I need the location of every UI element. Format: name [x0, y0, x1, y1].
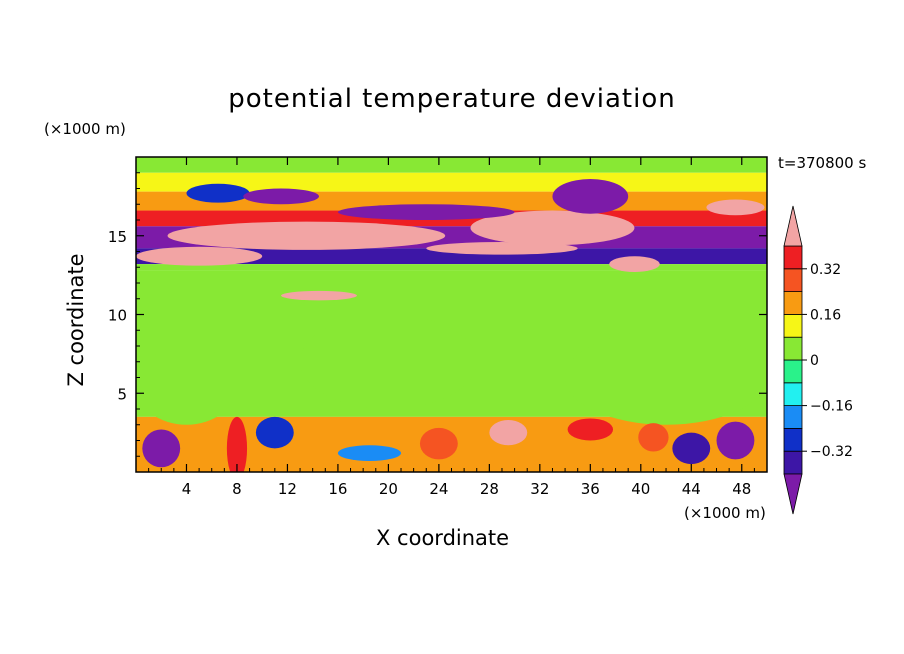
colorbar-extend-min — [783, 473, 803, 515]
band-0 — [136, 157, 767, 173]
colorbar-box — [783, 336, 803, 361]
colorbar-box — [783, 313, 803, 338]
contour-feature-6 — [281, 290, 357, 301]
contour-feature-4 — [426, 242, 578, 255]
contour-feature-13 — [136, 346, 237, 425]
colorbar-box — [783, 268, 803, 292]
contour-feature-10 — [337, 204, 515, 220]
y-axis: 5 10 15 — [108, 172, 767, 457]
contour-feature-2 — [470, 210, 635, 246]
colorbar-label: 0 — [810, 353, 819, 369]
colorbar-box — [783, 291, 803, 315]
x-tick-label: 12 — [278, 480, 297, 498]
contour-feature-21 — [716, 421, 755, 460]
y-tick-label: 15 — [108, 228, 127, 246]
contour-feature-17 — [337, 445, 402, 461]
contour-feature-15 — [142, 429, 181, 468]
colorbar-box — [783, 359, 803, 384]
x-axis-label: X coordinate — [376, 526, 510, 550]
contour-field — [136, 157, 767, 472]
contour-feature-18 — [489, 420, 528, 446]
x-tick-label: 40 — [631, 480, 650, 498]
x-tick-label: 32 — [530, 480, 549, 498]
x-tick-label: 8 — [232, 480, 242, 498]
colorbar-box — [783, 405, 803, 429]
contour-feature-1 — [136, 246, 263, 266]
x-tick-label: 28 — [480, 480, 499, 498]
x-tick-label: 20 — [379, 480, 398, 498]
colorbar-label: −0.16 — [810, 399, 853, 415]
colorbar-extend-max — [783, 205, 803, 247]
contour-feature-9 — [552, 179, 629, 214]
band-6 — [136, 264, 767, 271]
x-tick-label: 16 — [328, 480, 347, 498]
x-unit-label: (×1000 m) — [684, 504, 766, 522]
colorbar-box — [783, 450, 803, 475]
contour-feature-3 — [706, 199, 765, 216]
y-tick-label: 10 — [108, 307, 127, 325]
band-5 — [136, 248, 767, 265]
x-tick-label: 48 — [732, 480, 751, 498]
colorbar-label: 0.16 — [810, 307, 841, 323]
contour-feature-14 — [226, 416, 248, 472]
x-tick-label: 4 — [182, 480, 192, 498]
x-tick-label: 44 — [682, 480, 701, 498]
time-label: t=370800 s — [778, 154, 867, 172]
contour-feature-11 — [300, 314, 477, 409]
contour-feature-23 — [638, 423, 669, 452]
colorbar-box — [783, 382, 803, 406]
contour-feature-20 — [672, 432, 711, 465]
contour-feature-22 — [419, 427, 458, 460]
y-unit-label: (×1000 m) — [44, 120, 126, 138]
y-tick-label: 5 — [117, 385, 127, 403]
x-tick-label: 36 — [581, 480, 600, 498]
contour-feature-19 — [567, 418, 614, 441]
contour-feature-0 — [167, 221, 446, 250]
colorbar: 0.32 0.16 0 −0.16 −0.32 — [783, 205, 853, 515]
colorbar-label: 0.32 — [810, 262, 841, 278]
chart-title: potential temperature deviation — [228, 84, 676, 114]
x-axis: 4 8 12 16 20 24 28 32 36 40 44 48 — [148, 157, 755, 498]
contour-feature-16 — [255, 416, 294, 449]
contour-feature-7 — [186, 183, 250, 203]
colorbar-label: −0.32 — [810, 444, 853, 460]
contour-feature-8 — [243, 188, 319, 205]
colorbar-box — [783, 427, 803, 452]
colorbar-box — [783, 245, 803, 270]
contour-feature-5 — [609, 256, 660, 272]
contour-feature-12 — [565, 330, 767, 425]
x-tick-label: 24 — [429, 480, 448, 498]
